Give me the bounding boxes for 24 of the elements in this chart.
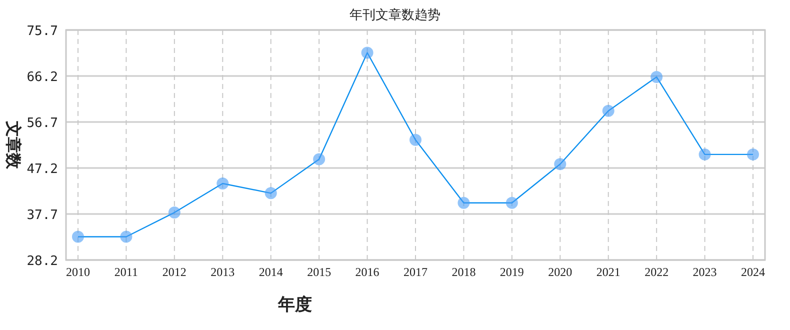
y-tick-label: 66.2 [26,70,58,85]
x-tick-label: 2024 [741,265,765,279]
x-tick-label: 2012 [162,265,186,279]
y-tick-label: 56.7 [26,116,58,131]
x-tick-label: 2021 [596,265,620,279]
x-tick-label: 2017 [404,265,428,279]
x-tick-label: 2018 [452,265,476,279]
y-tick-label: 37.7 [26,208,58,223]
chart-title: 年刊文章数趋势 [350,7,440,22]
x-tick-label: 2022 [644,265,669,279]
x-tick-label: 2020 [548,265,572,279]
x-tick-label: 2010 [66,265,90,279]
x-tick-label: 2014 [258,265,283,279]
y-axis-title: 文章数 [4,120,22,170]
x-tick-label: 2019 [500,265,524,279]
y-tick-label: 47.2 [26,162,58,177]
x-tick-label: 2023 [692,265,717,279]
y-tick-label: 75.7 [26,24,58,39]
x-axis-title: 年度 [277,295,312,314]
x-tick-label: 2015 [307,265,332,279]
y-tick-label: 28.2 [26,254,58,269]
x-tick-label: 2013 [210,265,235,279]
x-tick-label: 2011 [114,265,138,279]
x-tick-label: 2016 [355,265,380,279]
